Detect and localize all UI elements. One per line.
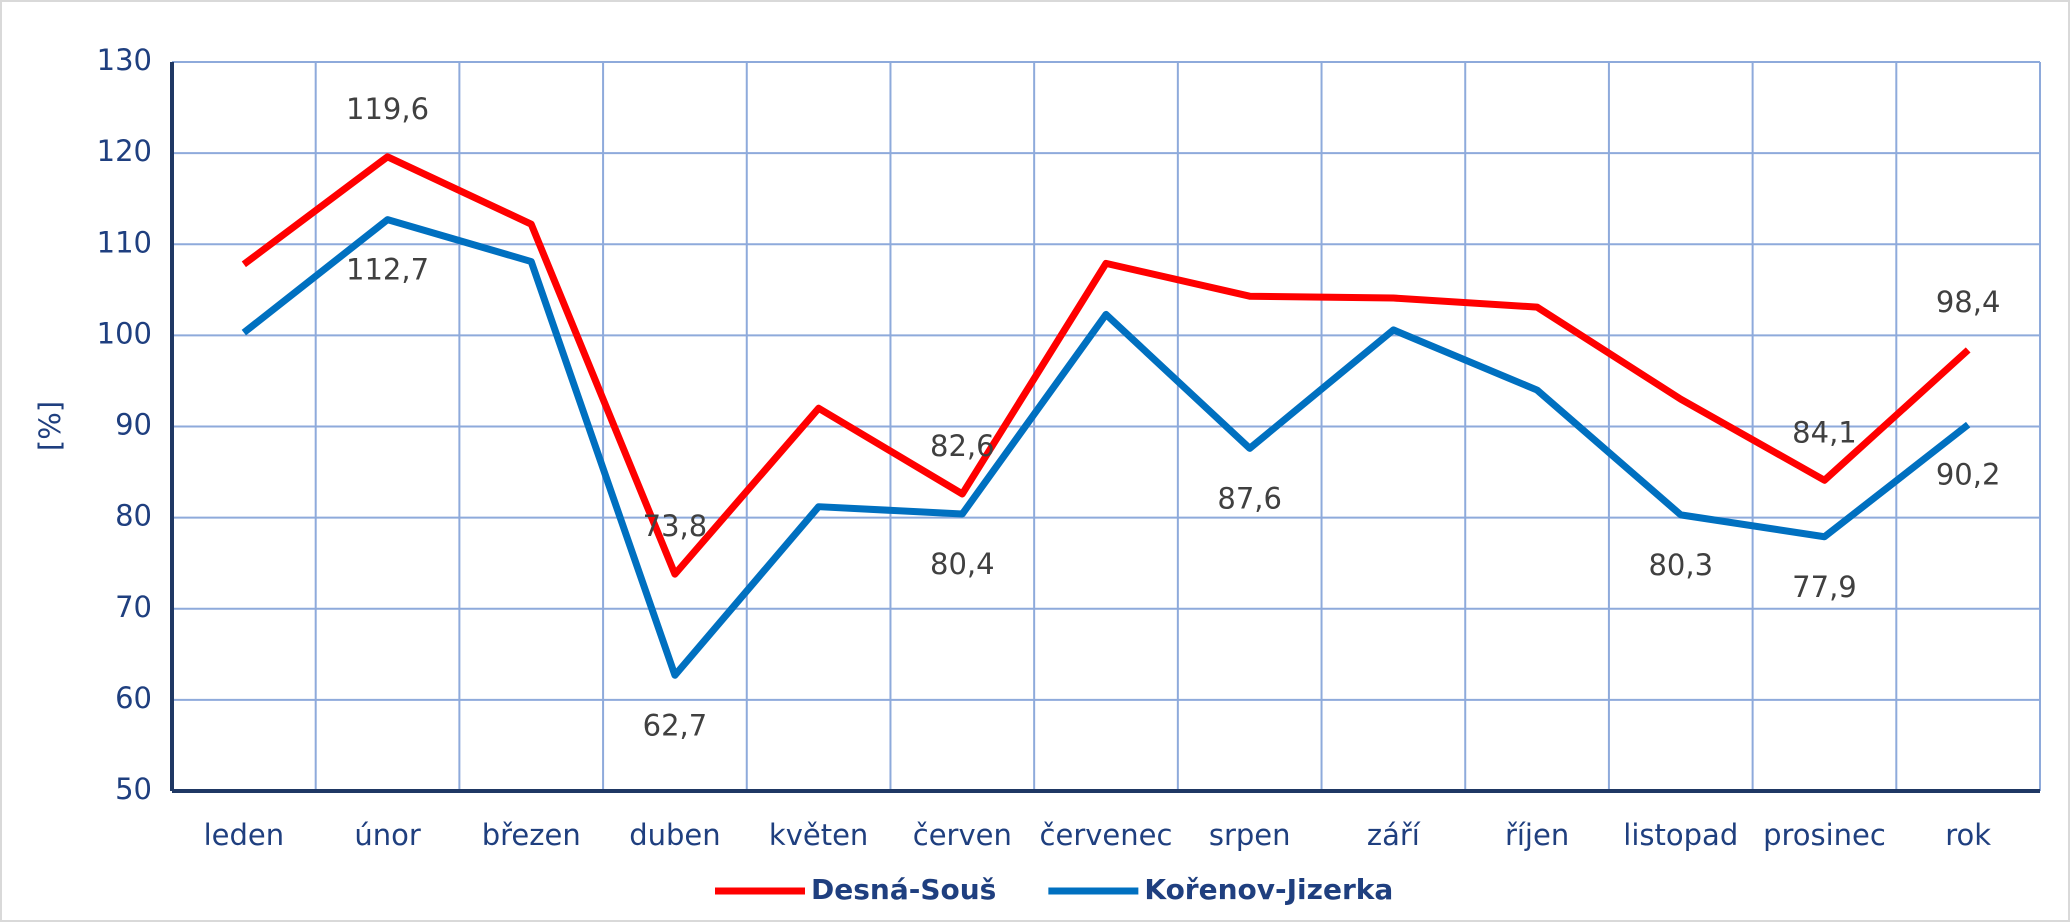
series-line	[241, 153, 1971, 578]
data-label: 80,3	[1648, 548, 1713, 582]
data-label: 119,6	[346, 92, 429, 126]
x-tick-label: červenec	[1040, 818, 1173, 852]
legend-label: Kořenov-Jizerka	[1144, 873, 1393, 906]
data-label: 80,4	[930, 547, 995, 581]
data-label: 90,2	[1936, 458, 2001, 492]
x-tick-label: září	[1367, 818, 1421, 852]
legend-label: Desná-Souš	[811, 873, 996, 906]
data-label: 82,6	[930, 429, 995, 463]
x-tick-label: červen	[913, 818, 1012, 852]
x-tick-label: srpen	[1209, 818, 1291, 852]
y-axis-label: [%]	[33, 401, 67, 451]
y-tick-label: 50	[115, 772, 152, 806]
data-label: 84,1	[1792, 415, 1857, 449]
data-label: 98,4	[1936, 285, 2001, 319]
data-label: 77,9	[1792, 570, 1857, 604]
y-tick-label: 60	[115, 681, 152, 715]
x-tick-label: rok	[1945, 818, 1991, 852]
x-tick-label: říjen	[1505, 818, 1569, 852]
series-line	[241, 216, 1971, 679]
data-label: 62,7	[643, 708, 708, 742]
x-tick-label: leden	[204, 818, 285, 852]
y-tick-label: 100	[97, 316, 152, 350]
x-tick-label: listopad	[1623, 818, 1738, 852]
y-tick-label: 120	[97, 134, 152, 168]
data-label: 87,6	[1217, 481, 1282, 515]
y-tick-label: 130	[97, 43, 152, 77]
y-tick-label: 90	[115, 408, 152, 442]
x-tick-label: prosinec	[1763, 818, 1886, 852]
y-tick-label: 70	[115, 590, 152, 624]
x-tick-label: březen	[482, 818, 581, 852]
data-label: 112,7	[346, 253, 429, 287]
y-tick-label: 80	[115, 499, 152, 533]
x-tick-label: únor	[354, 818, 421, 852]
data-label: 73,8	[643, 509, 708, 543]
y-tick-label: 110	[97, 225, 152, 259]
x-tick-label: květen	[769, 818, 868, 852]
x-tick-label: duben	[629, 818, 720, 852]
